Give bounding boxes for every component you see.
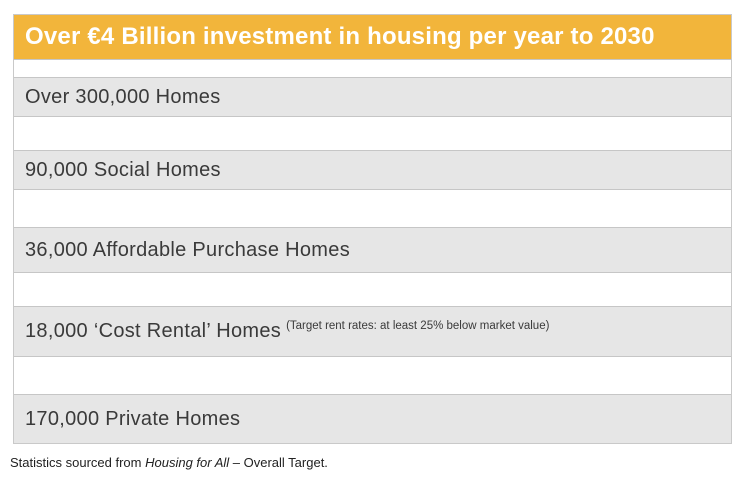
table-row-private-homes: 170,000 Private Homes [14,394,731,443]
row-label: 36,000 Affordable Purchase Homes [25,238,350,261]
footnote-source-title: Housing for All [145,455,230,470]
row-note: (Target rent rates: at least 25% below m… [286,319,550,332]
table-row-cost-rental: 18,000 ‘Cost Rental’ Homes (Target rent … [14,306,731,356]
table-row-total-homes: Over 300,000 Homes [14,77,731,116]
spacer-band [14,189,731,227]
spacer-band [14,116,731,150]
row-label: 170,000 Private Homes [25,407,241,430]
table-header: Over €4 Billion investment in housing pe… [14,15,731,59]
spacer-band [14,356,731,394]
spacer-band [14,272,731,306]
footnote-prefix: Statistics sourced from [10,455,146,470]
housing-targets-table: Over €4 Billion investment in housing pe… [13,14,732,444]
table-row-social-homes: 90,000 Social Homes [14,150,731,189]
source-footnote: Statistics sourced from Housing for All … [10,455,328,470]
row-label: 18,000 ‘Cost Rental’ Homes [25,320,282,342]
row-label: 90,000 Social Homes [25,158,221,181]
footnote-suffix: – Overall Target. [229,455,328,470]
row-label: Over 300,000 Homes [25,85,221,108]
table-row-affordable-purchase: 36,000 Affordable Purchase Homes [14,227,731,272]
spacer-band [14,59,731,77]
